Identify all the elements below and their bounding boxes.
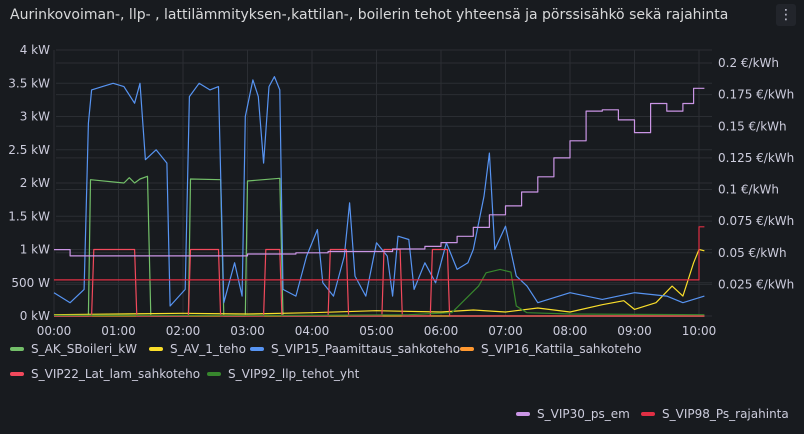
x-tick-label: 07:00: [488, 324, 523, 338]
x-tick-label: 04:00: [295, 324, 330, 338]
y-left-tick-label: 500 W: [11, 276, 50, 290]
x-tick-label: 09:00: [617, 324, 652, 338]
legend-swatch: [516, 412, 530, 416]
legend-label: S_VIP22_Lat_lam_sahkoteho: [31, 367, 201, 381]
series-line-S_VIP22_Lat_lam_sahkoteho: [54, 248, 705, 317]
kebab-menu-icon[interactable]: ⋮: [776, 4, 796, 26]
series-line-S_VIP92_llp_tehot_yht: [54, 268, 705, 316]
y-left-tick-label: 1 kW: [20, 243, 50, 257]
x-tick-label: 02:00: [166, 324, 201, 338]
legend-item[interactable]: S_VIP30_ps_em: [516, 407, 630, 421]
legend-swatch: [10, 347, 24, 351]
y-left-tick-label: 1.5 kW: [8, 209, 50, 223]
legend-label: S_VIP92_llp_tehot_yht: [228, 367, 360, 381]
x-tick-label: 08:00: [553, 324, 588, 338]
series-line-S_VIP15_Paamittaus_sahkoteho: [53, 76, 705, 307]
x-tick-label: 05:00: [359, 324, 394, 338]
y-right-tick-label: 0.1 €/kWh: [718, 183, 779, 197]
series-line-S_VIP98_Ps_rajahinta: [54, 226, 705, 281]
legend-swatch: [207, 372, 221, 376]
y-left-tick-label: 0 kW: [20, 309, 50, 323]
legend-label: S_VIP16_Kattila_sahkoteho: [481, 342, 642, 356]
y-right-tick-label: 0.15 €/kWh: [718, 119, 787, 133]
legend-label: S_AV_1_teho: [170, 342, 246, 356]
y-right-tick-label: 0.05 €/kWh: [718, 246, 787, 260]
legend-label: S_VIP98_Ps_rajahinta: [662, 407, 789, 421]
legend-item[interactable]: S_AK_SBoileri_kW: [10, 342, 137, 356]
y-left-tick-label: 2.5 kW: [8, 143, 50, 157]
x-tick-label: 10:00: [682, 324, 717, 338]
legend-label: S_AK_SBoileri_kW: [31, 342, 138, 356]
x-tick-label: 01:00: [101, 324, 136, 338]
series-line-S_VIP30_ps_em: [54, 87, 705, 257]
legend-item[interactable]: S_VIP92_llp_tehot_yht: [207, 367, 359, 381]
legend-swatch: [10, 372, 24, 376]
y-right-tick-label: 0.175 €/kWh: [718, 88, 794, 102]
legend-item[interactable]: S_VIP15_Paamittaus_sahkoteho: [250, 342, 460, 356]
legend-swatch: [641, 412, 655, 416]
legend-item[interactable]: S_AV_1_teho: [149, 342, 246, 356]
legend-item[interactable]: S_VIP16_Kattila_sahkoteho: [460, 342, 641, 356]
legend-swatch: [149, 347, 163, 351]
y-right-tick-label: 0.025 €/kWh: [718, 277, 794, 291]
legend-label: S_VIP30_ps_em: [537, 407, 630, 421]
x-tick-label: 03:00: [230, 324, 265, 338]
y-right-tick-label: 0.125 €/kWh: [718, 151, 794, 165]
x-tick-label: 06:00: [424, 324, 459, 338]
legend-swatch: [460, 347, 474, 351]
panel-title: Aurinkovoiman-, llp- , lattilämmityksen-…: [10, 7, 729, 23]
x-tick-label: 00:00: [37, 324, 72, 338]
y-left-tick-label: 4 kW: [20, 43, 50, 57]
y-left-tick-label: 2 kW: [20, 176, 50, 190]
legend-item[interactable]: S_VIP98_Ps_rajahinta: [641, 407, 789, 421]
legend-item[interactable]: S_VIP22_Lat_lam_sahkoteho: [10, 367, 200, 381]
y-right-tick-label: 0.2 €/kWh: [718, 56, 779, 70]
y-left-tick-label: 3.5 kW: [8, 76, 50, 90]
legend-label: S_VIP15_Paamittaus_sahkoteho: [271, 342, 461, 356]
y-right-tick-label: 0.075 €/kWh: [718, 214, 794, 228]
legend-swatch: [250, 347, 264, 351]
series-line-S_AV_1_teho: [53, 248, 705, 316]
y-left-tick-label: 3 kW: [20, 110, 50, 124]
